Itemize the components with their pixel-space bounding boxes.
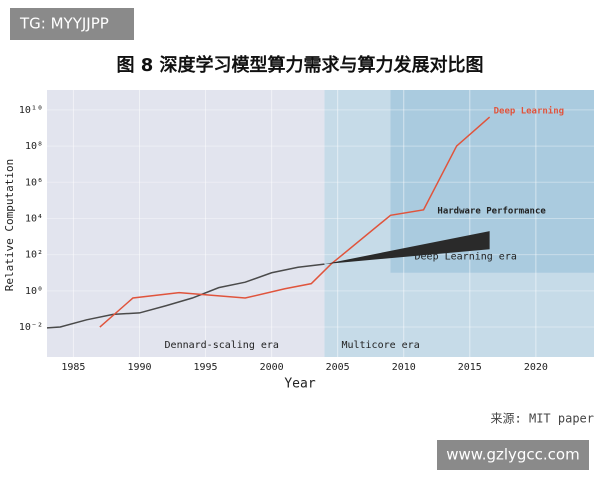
badge-bg: [10, 8, 134, 40]
y-tick-label: 10¹⁰: [19, 105, 43, 116]
source: 来源: MIT paper: [491, 412, 594, 426]
y-axis-label: Relative Computation: [3, 159, 16, 291]
line: [46, 263, 325, 329]
y-tick-label: 10⁴: [25, 213, 43, 224]
region-label: Multicore era: [341, 340, 419, 351]
y-tick-label: 10⁶: [25, 177, 43, 188]
y-tick-label: 10⁰: [25, 286, 43, 297]
x-tick-label: 2005: [326, 362, 350, 373]
plot: 1985 1990 1995 2000 2005 2010 2015 2020 10⁻² 10⁰ 1…: [19, 90, 594, 373]
series-label: Hardware Performance: [437, 207, 546, 217]
x-tick-label: 2010: [392, 362, 416, 373]
watermark-bg: [437, 440, 589, 470]
watermark: www.gzlygcc.com: [446, 446, 579, 464]
x-tick-label: 1985: [61, 362, 85, 373]
series-label: Deep Learning: [494, 106, 564, 117]
y-tick-label: 10⁻²: [19, 322, 43, 333]
chart-title: 图 8 深度学习模型算力需求与算力发展对比图: [116, 54, 483, 76]
region-label: Dennard-scaling era: [165, 340, 279, 351]
y-tick-label: 10⁸: [25, 141, 43, 152]
line: [99, 116, 491, 328]
x-tick-label: 1995: [194, 362, 218, 373]
y-tick-label: 10²: [25, 250, 43, 261]
badge: TG: MYYJJPP: [19, 15, 109, 33]
x-tick-label: 2015: [458, 362, 482, 373]
x-axis-label: Year: [284, 377, 315, 392]
region: [47, 90, 325, 357]
x-tick-label: 2000: [260, 362, 284, 373]
x-tick-label: 1990: [127, 362, 151, 373]
region-label: Deep Learning era: [415, 252, 517, 263]
area: [324, 231, 490, 265]
region: [390, 90, 594, 273]
x-tick-label: 2020: [524, 362, 548, 373]
